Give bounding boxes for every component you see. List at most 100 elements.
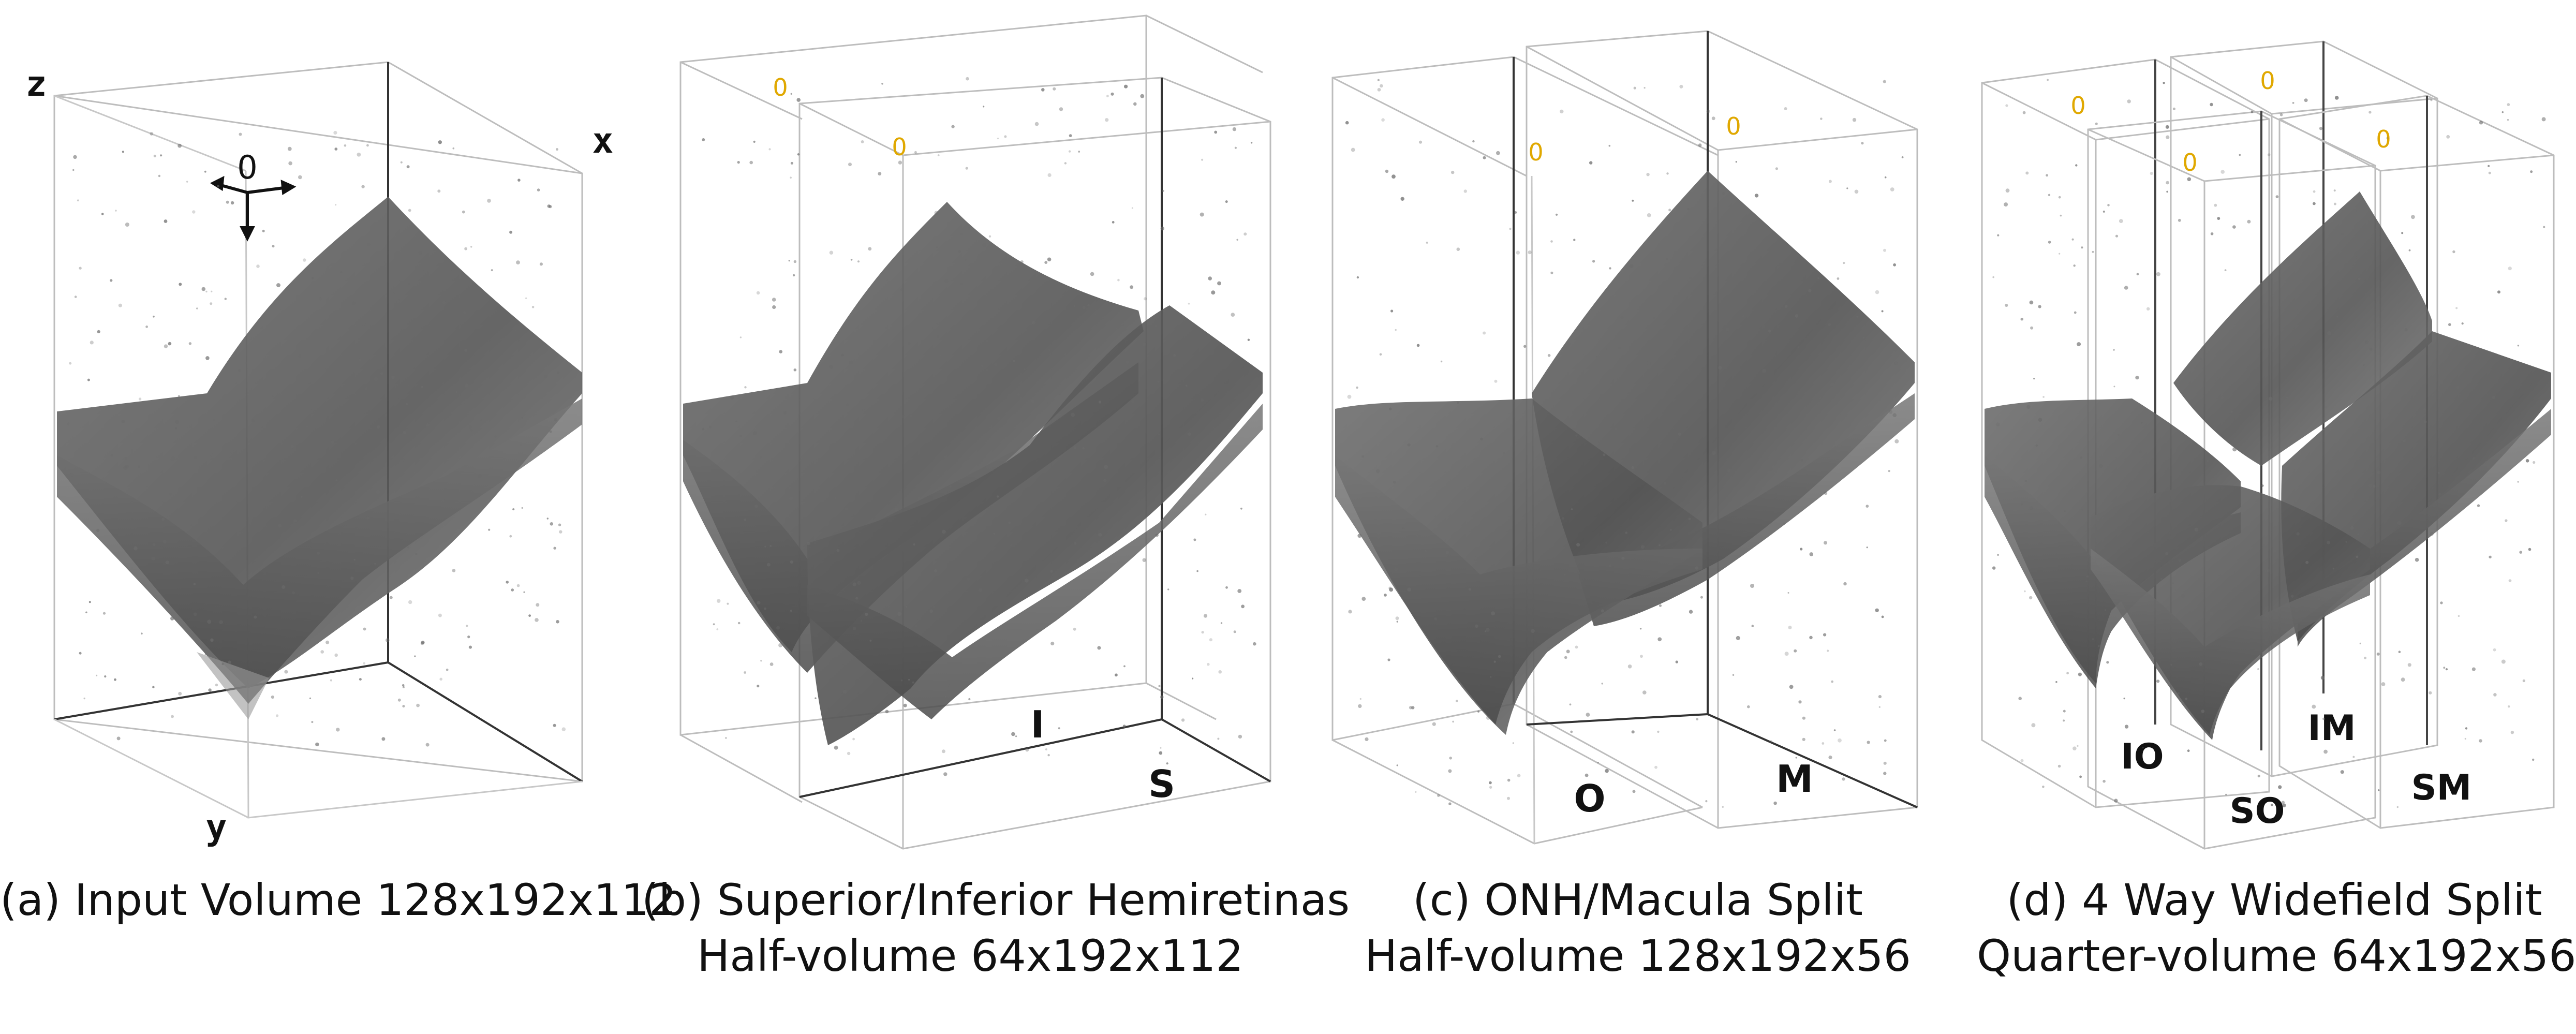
speckle-dot [386,638,390,642]
speckle-dot [2325,406,2328,408]
panel-a: 0 z x y [26,61,613,848]
speckle-dot [1375,469,1380,474]
speckle-dot [164,219,168,223]
speckle-dot [2081,508,2084,511]
speckle-dot [850,259,853,261]
speckle-dot [334,147,338,151]
speckle-dot [934,569,937,572]
speckle-dot [1489,781,1492,785]
speckle-dot [1448,802,1452,805]
speckle-dot [272,395,274,397]
speckle-dot [2063,710,2066,713]
speckle-dot [1123,665,1126,668]
speckle-dot [2484,461,2487,464]
speckle-dot [881,83,883,85]
speckle-dot [2448,323,2451,326]
speckle-dot [272,245,275,248]
speckle-dot [1489,786,1492,789]
speckle-dot [1155,325,1157,327]
speckle-dot [1381,118,1385,122]
speckle-dot [1220,622,1223,624]
speckle-dot [965,259,967,261]
speckle-dot [2304,98,2308,102]
speckle-dot [1020,260,1024,263]
speckle-dot [1348,610,1352,614]
panel-a-caption-line1: (a) Input Volume 128x192x112 [0,875,677,925]
speckle-dot [1678,432,1681,436]
speckle-dot [1041,88,1045,92]
speckle-dot [2163,82,2165,84]
speckle-dot [836,549,840,552]
speckle-dot [1893,263,1897,267]
panel-b-origin-label-front: 0 [892,133,907,161]
speckle-dot [1073,305,1076,307]
speckle-dot [1451,170,1455,174]
speckle-dot [549,430,552,433]
speckle-dot [1395,616,1399,621]
speckle-dot [759,456,762,459]
speckle-dot [2146,307,2150,311]
speckle-dot [110,454,113,457]
speckle-dot [790,560,793,564]
speckle-dot [192,210,196,214]
speckle-dot [2290,595,2294,598]
speckle-dot [110,279,113,282]
speckle-dot [1217,281,1221,286]
speckle-dot [2267,569,2270,572]
speckle-dot [1575,645,1578,649]
speckle-dot [1550,240,1553,243]
panel-c-origin-label-right: 0 [1726,112,1741,140]
speckle-dot [956,324,959,326]
speckle-dot [936,246,938,248]
speckle-dot [1992,276,1994,278]
speckle-dot [943,772,948,776]
speckle-dot [1240,507,1242,510]
speckle-dot [1589,161,1593,165]
speckle-dot [506,581,509,584]
speckle-dot [514,328,517,331]
speckle-dot [421,386,423,388]
speckle-dot [2113,349,2115,351]
speckle-dot [2170,664,2172,666]
speckle-dot [521,417,523,419]
speckle-dot [1878,695,1882,699]
speckle-dot [2377,470,2381,475]
speckle-dot [769,545,772,547]
speckle-dot [1131,400,1135,404]
speckle-dot [164,344,168,348]
speckle-dot [1024,578,1029,583]
speckle-dot [298,175,302,180]
speckle-dot [942,529,946,534]
speckle-dot [1601,609,1604,613]
speckle-dot [1457,402,1459,404]
speckle-dot [2024,480,2027,482]
speckle-dot [790,93,792,95]
speckle-dot [559,530,562,534]
speckle-dot [2181,594,2185,598]
speckle-dot [2371,243,2375,247]
speckle-dot [221,662,224,666]
speckle-dot [1573,239,1576,241]
speckle-dot [908,342,911,345]
speckle-dot [951,125,955,128]
speckle-dot [1666,258,1668,260]
speckle-dot [72,169,75,171]
speckle-dot [1509,228,1512,230]
speckle-dot [1485,630,1487,632]
speckle-dot [461,402,465,405]
speckle-dot [997,495,999,498]
speckle-dot [1800,459,1803,462]
speckle-dot [1556,213,1558,216]
speckle-dot [790,161,793,165]
speckle-dot [1068,150,1071,153]
speckle-dot [1158,433,1160,435]
speckle-dot [544,375,547,378]
panel-b-caption-line1: (b) Superior/Inferior Hemiretinas [642,875,1350,925]
speckle-dot [841,353,844,357]
speckle-dot [2430,99,2433,101]
speckle-dot [488,528,491,531]
speckle-dot [855,597,858,600]
speckle-dot [333,130,337,135]
speckle-dot [2445,668,2448,671]
speckle-dot [1794,649,1797,653]
